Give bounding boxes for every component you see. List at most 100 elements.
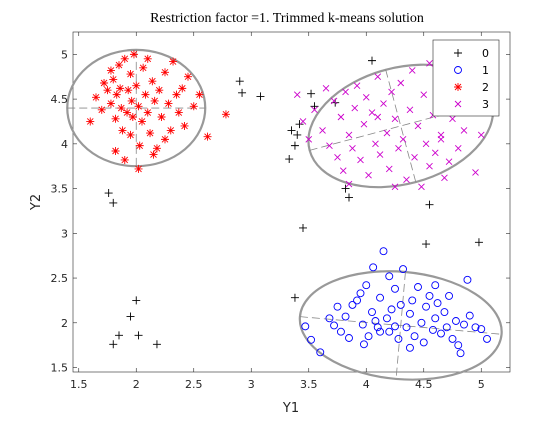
- data-point: [360, 120, 368, 128]
- data-point: [115, 61, 123, 70]
- data-point: [410, 332, 419, 341]
- data-point: [86, 117, 95, 126]
- data-point: [463, 275, 472, 284]
- data-point: [109, 75, 118, 84]
- data-point: [387, 305, 396, 314]
- data-point: [419, 338, 428, 347]
- data-point: [139, 63, 148, 72]
- data-point: [92, 93, 100, 102]
- data-point: [402, 323, 411, 332]
- data-point: [120, 155, 129, 164]
- data-point: [391, 115, 399, 123]
- data-point: [394, 334, 403, 343]
- x-axis-label: Y1: [282, 401, 299, 416]
- data-point: [322, 85, 330, 92]
- data-point: [126, 70, 135, 79]
- data-point: [341, 184, 350, 193]
- series-2: [86, 50, 230, 173]
- legend-label-2: 2: [482, 81, 489, 94]
- data-point: [460, 320, 468, 329]
- data-point: [383, 129, 391, 137]
- data-point: [203, 132, 212, 141]
- data-point: [368, 308, 376, 317]
- data-point: [362, 281, 371, 290]
- y-tick-label: 3.5: [51, 183, 69, 196]
- data-point: [433, 299, 442, 308]
- data-point: [477, 325, 486, 334]
- data-point: [109, 198, 118, 207]
- data-point: [372, 140, 379, 148]
- x-tick-label: 3: [248, 378, 255, 391]
- data-point: [342, 88, 349, 96]
- data-point: [126, 130, 135, 139]
- data-point: [307, 335, 315, 344]
- data-point: [358, 320, 367, 329]
- data-point: [127, 96, 136, 105]
- data-point: [326, 142, 333, 149]
- data-point: [330, 97, 338, 105]
- data-point: [437, 136, 445, 143]
- legend-marker-1: [454, 66, 462, 74]
- data-point: [456, 349, 465, 358]
- data-point: [460, 127, 468, 134]
- ellipse-minor-axis: [385, 69, 417, 183]
- data-point: [293, 91, 301, 98]
- x-tick-label: 4.5: [415, 378, 433, 391]
- data-point: [403, 176, 410, 183]
- data-point: [115, 331, 123, 340]
- data-point: [345, 180, 353, 188]
- data-point: [426, 162, 433, 170]
- data-point: [431, 281, 440, 290]
- data-point: [414, 122, 422, 130]
- data-point: [472, 169, 479, 176]
- data-point: [334, 153, 341, 161]
- data-point: [295, 120, 304, 129]
- data-point: [399, 136, 407, 143]
- data-point: [106, 99, 115, 108]
- legend-marker-2: [454, 83, 462, 91]
- data-point: [180, 121, 189, 130]
- data-point: [141, 90, 150, 99]
- data-point: [399, 265, 407, 274]
- data-point: [345, 193, 353, 202]
- data-point: [117, 104, 126, 113]
- data-point: [374, 113, 382, 121]
- y-axis-label: Y2: [29, 194, 44, 211]
- data-point: [325, 314, 334, 323]
- data-point: [290, 141, 299, 150]
- data-point: [408, 296, 417, 305]
- data-point: [146, 129, 155, 138]
- data-point: [376, 293, 384, 302]
- axis-layer: 1.5 2 2.5 3 3.5 4 4.5 5 1.5 2 2.5 3 3.5 4 4.5 5: [51, 32, 510, 391]
- data-point: [134, 164, 143, 173]
- data-point: [166, 126, 175, 135]
- data-point: [301, 322, 310, 331]
- data-point: [345, 334, 353, 342]
- data-point: [385, 327, 394, 336]
- data-point: [376, 327, 384, 336]
- data-point: [477, 131, 485, 139]
- data-point: [169, 57, 178, 66]
- data-point: [172, 90, 181, 99]
- x-tick-label: 3.5: [300, 378, 318, 391]
- data-point: [118, 126, 127, 135]
- data-point: [143, 54, 152, 63]
- data-point: [126, 312, 135, 321]
- data-point: [305, 136, 313, 143]
- data-point: [445, 158, 453, 166]
- y-tick-label: 2.5: [51, 272, 69, 285]
- data-point: [391, 183, 399, 191]
- data-point: [388, 88, 395, 96]
- data-point: [104, 189, 113, 198]
- data-point: [134, 102, 143, 111]
- series-0: [104, 56, 483, 349]
- x-tick-label: 5: [478, 378, 485, 391]
- data-point: [353, 82, 361, 90]
- data-point: [368, 56, 376, 65]
- data-point: [408, 67, 416, 74]
- data-point: [285, 155, 294, 164]
- data-point: [465, 311, 474, 320]
- data-point: [100, 79, 109, 87]
- data-point: [161, 135, 169, 144]
- data-point: [293, 130, 302, 139]
